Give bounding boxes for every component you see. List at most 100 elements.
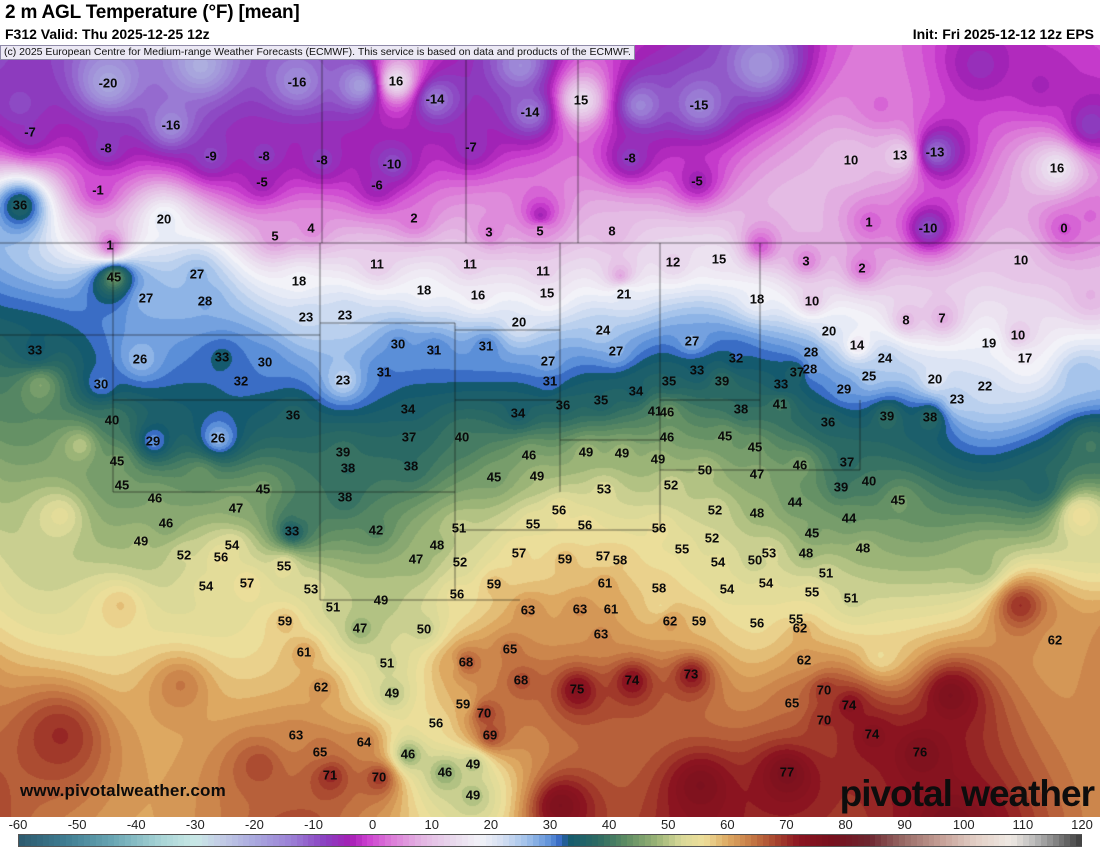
temperature-label: 23 — [337, 307, 353, 323]
colorbar-swatch — [810, 835, 817, 846]
colorbar-tick: 10 — [424, 817, 439, 832]
temperature-label: 44 — [841, 510, 857, 526]
temperature-label: 70 — [816, 682, 832, 698]
temperature-label: 25 — [861, 368, 877, 384]
colorbar-swatch — [367, 835, 374, 846]
temperature-label: 41 — [772, 396, 788, 412]
temperature-label: 4 — [307, 220, 315, 236]
colorbar-swatch — [42, 835, 49, 846]
temperature-label: 45 — [717, 428, 733, 444]
temperature-label: 14 — [849, 337, 865, 353]
temperature-label: -8 — [258, 148, 270, 164]
colorbar-swatch — [621, 835, 628, 846]
colorbar-swatch — [668, 835, 675, 846]
colorbar-swatch — [131, 835, 138, 846]
pivotal-weather-url[interactable]: www.pivotalweather.com — [20, 781, 226, 800]
colorbar-tick-labels: -60 -50 -40 -30 -20 -10 0 10 20 30 40 50 60 70 80 90 100… — [0, 817, 1100, 833]
temperature-label: 52 — [704, 530, 720, 546]
temperature-label: 5 — [536, 223, 544, 239]
temperature-label: 19 — [981, 335, 997, 351]
colorbar-swatch — [715, 835, 722, 846]
temperature-label: 56 — [213, 549, 229, 565]
temperature-label: 23 — [335, 372, 351, 388]
temperature-label: 26 — [132, 351, 148, 367]
colorbar-swatch — [1023, 835, 1029, 846]
temperature-label: 64 — [356, 734, 372, 750]
colorbar-tick: 50 — [660, 817, 676, 832]
colorbar-swatch — [562, 835, 569, 846]
colorbar-swatch — [1076, 835, 1083, 846]
temperature-label: -7 — [465, 139, 477, 155]
temperature-label: 55 — [525, 516, 541, 532]
colorbar-tick: 80 — [838, 817, 853, 832]
colorbar-swatch — [662, 835, 669, 846]
colorbar-swatch — [1064, 835, 1071, 846]
colorbar-swatch — [751, 835, 758, 846]
colorbar-swatch — [639, 835, 646, 846]
temperature-label: 23 — [949, 391, 965, 407]
temperature-label: 15 — [573, 92, 589, 108]
colorbar-swatch — [1011, 835, 1018, 846]
temperature-label: 16 — [1049, 160, 1065, 176]
colorbar-swatch — [125, 835, 132, 846]
temperature-label: 53 — [303, 581, 319, 597]
temperature-label: -14 — [425, 91, 445, 107]
colorbar-swatch — [355, 835, 362, 846]
temperature-label: 62 — [313, 679, 329, 695]
colorbar-tick: -30 — [185, 817, 205, 832]
colorbar-tick: 120 — [1071, 817, 1093, 832]
colorbar-swatch — [816, 835, 823, 846]
colorbar-swatch — [225, 835, 232, 846]
temperature-label: 11 — [536, 263, 550, 279]
temperature-label: 8 — [608, 223, 616, 239]
colorbar-swatch — [302, 835, 309, 846]
colorbar-swatch — [54, 835, 61, 846]
temperature-label: 18 — [416, 282, 432, 298]
temperature-label: 57 — [595, 548, 611, 564]
temperature-label: 62 — [662, 613, 678, 629]
colorbar-swatch — [574, 835, 581, 846]
colorbar-swatch — [828, 835, 835, 846]
temperature-label: 56 — [577, 517, 593, 533]
temperature-label: 16 — [388, 73, 404, 89]
temperature-label: 55 — [276, 558, 292, 574]
map-viewport[interactable]: (c) 2025 European Centre for Medium-rang… — [0, 45, 1100, 817]
temperature-label: 59 — [455, 696, 471, 712]
temperature-label: 36 — [555, 397, 571, 413]
temperature-label: 10 — [1010, 327, 1026, 343]
colorbar-swatch — [450, 835, 457, 846]
colorbar-swatch — [178, 835, 185, 846]
temperature-label: 11 — [463, 256, 477, 272]
colorbar-swatch — [456, 835, 462, 846]
temperature-label: 73 — [683, 666, 699, 682]
temperature-label: 40 — [104, 412, 120, 428]
temperature-label: 2 — [410, 210, 418, 226]
colorbar-swatch — [857, 835, 864, 846]
temperature-label: 28 — [802, 361, 818, 377]
temperature-label: 39 — [335, 444, 351, 460]
colorbar-swatch — [30, 835, 37, 846]
temperature-label: 45 — [255, 481, 271, 497]
colorbar-swatch — [999, 835, 1006, 846]
colorbar-swatch — [591, 835, 598, 846]
temperature-label: 49 — [529, 468, 545, 484]
temperature-label: -14 — [520, 104, 540, 120]
temperature-label: 24 — [595, 322, 611, 338]
colorbar-swatch — [349, 835, 356, 846]
temperature-label: 27 — [540, 353, 556, 369]
colorbar-swatch — [597, 835, 604, 846]
temperature-label: 49 — [578, 444, 594, 460]
temperature-label: 20 — [511, 314, 527, 330]
temperature-label: 31 — [542, 373, 558, 389]
temperature-label: 74 — [841, 697, 857, 713]
colorbar-swatch — [934, 835, 941, 846]
map-header: 2 m AGL Temperature (°F) [mean] F312 Val… — [0, 0, 1100, 45]
temperature-label: -5 — [691, 173, 703, 189]
temperature-label: 31 — [376, 364, 392, 380]
temperature-label: 59 — [486, 576, 502, 592]
temperature-label: 53 — [596, 481, 612, 497]
temperature-label: 49 — [384, 685, 400, 701]
temperature-label: 40 — [454, 429, 470, 445]
colorbar-swatch — [958, 835, 964, 846]
